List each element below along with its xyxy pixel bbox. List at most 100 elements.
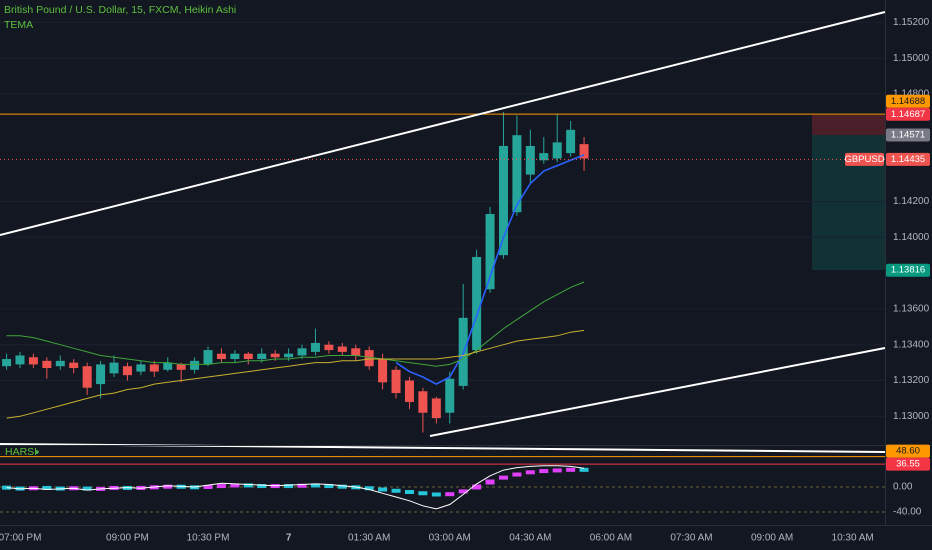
x-tick-label: 10:30 PM [187, 533, 230, 544]
price-badge [886, 457, 930, 471]
candle-body [579, 467, 589, 472]
candle-body [404, 490, 414, 494]
candle-body [418, 391, 428, 413]
candle-body [431, 492, 441, 497]
candle-body [539, 469, 549, 474]
candle-body [552, 468, 562, 473]
candle-body [284, 484, 294, 489]
candle-body [82, 366, 92, 388]
chart-title: British Pound / U.S. Dollar, 15, FXCM, H… [4, 4, 236, 16]
candle-body [566, 467, 576, 472]
candle-body [176, 364, 186, 370]
candle-body [391, 488, 401, 493]
y-tick-label: 1.14200 [893, 196, 930, 207]
indicator-line [6, 465, 585, 510]
candle-body [55, 360, 65, 367]
candle-body [284, 353, 294, 358]
symbol-badge-label: GBPUSD [844, 154, 884, 165]
price-badge-label: 36.55 [896, 459, 920, 470]
candle-body [485, 213, 495, 290]
y-tick-label: 1.13200 [893, 375, 930, 386]
candle-body [324, 484, 334, 489]
grid [0, 21, 885, 513]
candle-body [472, 256, 482, 351]
candle-body [404, 380, 414, 403]
candle-body [337, 346, 347, 352]
price-badge-label: 1.14571 [891, 130, 925, 141]
price-badge [886, 128, 930, 142]
candle-body [203, 485, 213, 489]
candle-body [243, 353, 253, 360]
pane-title: HARSI [5, 446, 37, 458]
x-tick-label: 04:30 AM [509, 533, 551, 544]
x-tick-label: 03:00 AM [429, 533, 471, 544]
candle-body [525, 470, 535, 475]
candle-body [297, 348, 307, 356]
plot [0, 111, 885, 510]
candle-body [472, 484, 482, 490]
legend-entry: TEMA [4, 19, 33, 31]
candle-body [122, 366, 132, 376]
status-dot [35, 450, 39, 454]
candle-body [378, 359, 388, 383]
price-badge-label: 1.14435 [891, 154, 925, 165]
candle-body [28, 357, 38, 365]
y-tick-label: -40.00 [893, 507, 922, 518]
candle-body [512, 135, 522, 213]
x-tick-label: 09:00 PM [106, 533, 149, 544]
x-tick-label: 10:30 AM [832, 533, 874, 544]
candle-body [391, 369, 401, 394]
candle-body [163, 484, 173, 489]
candle-body [498, 145, 508, 256]
price-badge [886, 94, 930, 108]
indicator-line [6, 281, 585, 367]
candle-body [149, 364, 159, 372]
candle-body [364, 486, 374, 491]
candle-body [458, 489, 468, 494]
x-tick-label: 01:30 AM [348, 533, 390, 544]
y-tick-label: 1.14800 [893, 89, 930, 100]
candle-body [203, 350, 213, 365]
candle-body [190, 360, 200, 370]
candle-body [243, 483, 253, 488]
price-badge-label: 1.14688 [891, 96, 925, 107]
candle-body [230, 353, 240, 360]
y-tick-label: 1.14000 [893, 232, 930, 243]
candle-body [498, 475, 508, 480]
price-badge [886, 107, 930, 121]
candle-body [216, 353, 226, 360]
price-badge [886, 263, 930, 277]
candle-body [82, 486, 92, 491]
x-tick-label: 07:00 PM [0, 533, 41, 544]
x-tick-label: 06:00 AM [590, 533, 632, 544]
price-badge [886, 152, 930, 166]
candle-body [163, 362, 173, 370]
candle-body [257, 484, 267, 489]
y-tick-label: 1.13000 [893, 411, 930, 422]
candle-body [2, 359, 12, 367]
candle-body [525, 145, 535, 175]
candle-body [351, 348, 361, 356]
trend-line [0, 11, 886, 236]
candle-body [109, 362, 119, 374]
candle-body [270, 353, 280, 358]
candle-body [378, 487, 388, 492]
indicator-line [395, 154, 585, 386]
y-tick-label: 1.15200 [893, 17, 930, 28]
candle-body [297, 483, 307, 488]
y-tick-label: 0.00 [893, 482, 913, 493]
y-tick-label: 1.15000 [893, 53, 930, 64]
candle-body [512, 472, 522, 477]
candle-body [15, 355, 25, 365]
trend-line [429, 347, 886, 437]
candle-body [431, 398, 441, 419]
x-tick-label: 07:30 AM [670, 533, 712, 544]
candle-body [69, 362, 79, 368]
candle-body [445, 492, 455, 497]
candle-body [257, 353, 267, 360]
indicator-line [6, 329, 585, 419]
candle-body [566, 129, 576, 154]
candle-body [579, 144, 589, 159]
price-badge-label: 1.14687 [891, 109, 925, 120]
